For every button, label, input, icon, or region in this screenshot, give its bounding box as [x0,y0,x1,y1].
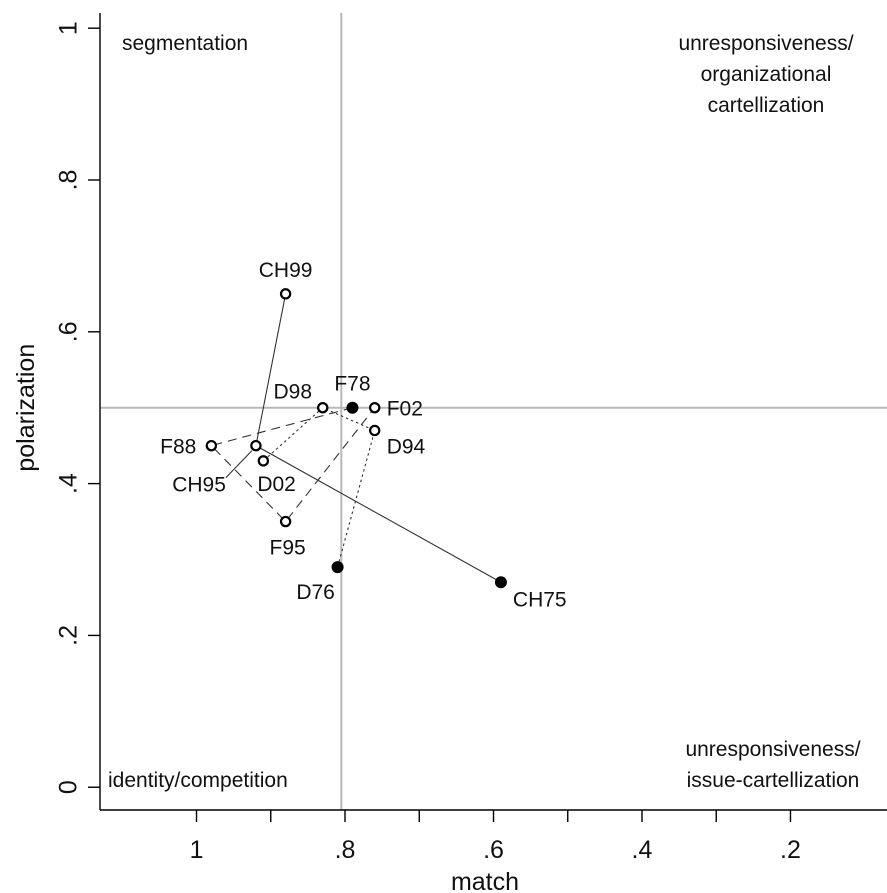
y-tick-label: 0 [55,780,83,794]
data-point-d76 [331,561,344,574]
quadrant-label-bottom-right: issue-cartellization [687,769,860,792]
y-tick-label: .6 [55,321,83,342]
x-tick-label: .6 [483,836,504,864]
point-labels: CH99 D98 F78 F02 D94 F88 CH95 D02 F95 D76 CH75 [160,259,566,611]
quadrant-label-top-right: cartellization [708,94,825,117]
x-tick-label: .2 [780,836,801,864]
y-tick-label: .4 [55,473,83,494]
data-point-ch95 [250,439,262,452]
data-point-d02 [257,455,270,467]
quadrant-label-top-left: segmentation [122,32,248,55]
y-tick-label: .2 [55,625,83,646]
quadrant-label-bottom-right: unresponsiveness/ [685,738,860,761]
point-label-f95: F95 [270,537,306,560]
y-tick-label: .8 [55,170,83,191]
point-label-ch99: CH99 [259,259,313,282]
x-tick-label: .8 [335,836,356,864]
data-point-d98 [317,402,329,414]
series-line-f [210,407,376,523]
connector-lines [210,293,502,583]
quadrant-label-top-right: unresponsiveness/ [678,32,853,55]
data-point-ch99 [279,288,292,300]
data-point-f95 [279,515,292,528]
point-label-d94: D94 [387,435,426,458]
tick-labels: 0 .2 .4 .6 .8 1 1 .8 .6 .4 .2 [55,21,801,864]
data-point-ch75 [494,576,507,589]
x-tick-label: .4 [632,836,653,864]
quadrant-label-top-right: organizational [701,63,832,86]
x-axis-title: match [451,868,519,893]
quadrant-labels: segmentation unresponsiveness/organizatio… [108,32,861,792]
point-label-d76: D76 [296,581,335,604]
point-label-f78: F78 [334,373,370,396]
tick-marks [88,27,792,822]
leader-line-ch95 [225,450,253,479]
point-label-d98: D98 [273,381,312,404]
data-point-f02 [369,402,381,414]
quadrant-label-bottom-left: identity/competition [108,769,288,792]
data-point-f78 [346,401,359,414]
data-point-d94 [369,424,381,437]
y-axis-title: polarization [12,344,40,472]
data-point-f88 [205,439,218,452]
point-label-d02: D02 [257,473,296,496]
series-line-d [262,407,376,568]
point-label-ch95: CH95 [172,474,226,497]
axes [99,13,887,811]
x-tick-label: 1 [190,836,204,864]
data-points [205,288,507,589]
point-label-f02: F02 [387,398,423,421]
point-label-ch75: CH75 [513,588,567,611]
point-label-f88: F88 [160,436,196,459]
y-tick-label: 1 [55,21,83,35]
reference-lines [100,13,887,810]
